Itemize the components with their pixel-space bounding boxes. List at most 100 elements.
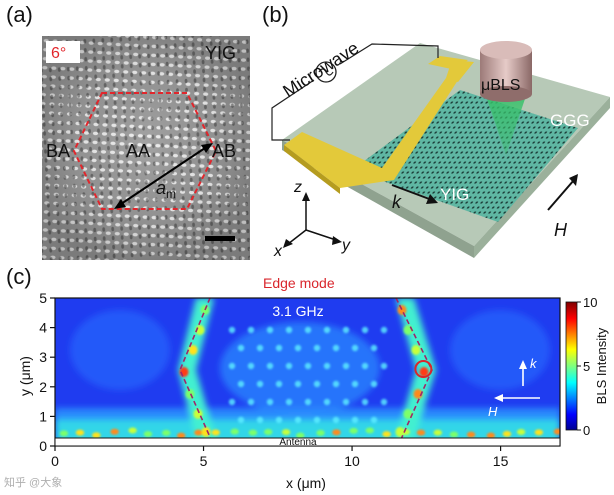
intensity-spot — [266, 326, 274, 334]
scale-bar — [205, 236, 235, 241]
intensity-spot — [247, 362, 255, 370]
intensity-spot — [332, 344, 340, 352]
intensity-spot — [323, 326, 331, 334]
y-tick-label: 5 — [39, 290, 47, 306]
intensity-spot — [228, 398, 236, 406]
intensity-spot — [419, 367, 429, 377]
colorbar-tick-label: 0 — [583, 423, 590, 438]
intensity-spot — [370, 344, 378, 352]
intensity-spot — [351, 344, 359, 352]
intensity-spot — [275, 344, 283, 352]
twist-angle: 6° — [51, 45, 66, 62]
panel-b-label: (b) — [262, 2, 289, 27]
intensity-spot — [313, 380, 321, 388]
y-axis-label: y (μm) — [17, 356, 33, 396]
intensity-spot — [313, 344, 321, 352]
yig-film — [352, 90, 578, 222]
intensity-spot — [194, 429, 203, 436]
x-tick-label: 0 — [51, 453, 59, 469]
y-tick-label: 4 — [39, 320, 47, 336]
intensity-spot — [248, 429, 258, 436]
moire-micrograph: 6° YIG BA AA AB am — [42, 36, 250, 260]
intensity-spot — [177, 432, 186, 439]
intensity-spot — [228, 362, 236, 370]
intensity-spot — [380, 326, 388, 334]
intensity-spot — [332, 380, 340, 388]
intensity-spot — [361, 326, 369, 334]
intensity-spot — [433, 429, 443, 436]
intensity-spot — [188, 345, 198, 355]
intensity-spot — [195, 325, 205, 335]
material-label-yig: YIG — [205, 43, 236, 63]
intensity-spot — [342, 398, 350, 406]
colorbar-tick-label: 5 — [583, 359, 590, 374]
intensity-spot — [361, 362, 369, 370]
intensity-spot — [382, 431, 391, 438]
intensity-spot — [75, 429, 85, 436]
probe-label: μBLS — [481, 77, 520, 94]
intensity-spot — [230, 428, 239, 435]
intensity-spot — [256, 416, 264, 424]
intensity-spot — [486, 432, 496, 439]
intensity-spot — [201, 427, 211, 437]
intensity-spot — [361, 398, 369, 406]
intensity-spot — [304, 398, 312, 406]
substrate-label: GGG — [550, 111, 590, 130]
x-tick-label: 5 — [200, 453, 208, 469]
intensity-spot — [263, 428, 273, 435]
intensity-spot — [313, 416, 321, 424]
antenna-label: Antenna — [279, 437, 317, 448]
intensity-spot — [395, 427, 405, 437]
axis-z: z — [293, 179, 302, 196]
intensity-spot — [332, 416, 340, 424]
intensity-spot — [370, 380, 378, 388]
intensity-spot — [296, 432, 305, 439]
region-aa: AA — [126, 141, 150, 161]
intensity-spot — [449, 431, 459, 438]
intensity-spot — [256, 380, 264, 388]
field-h: H — [554, 220, 568, 240]
intensity-spot — [237, 416, 245, 424]
intensity-spot — [143, 431, 153, 438]
intensity-spot — [247, 398, 255, 406]
intensity-spot — [304, 362, 312, 370]
intensity-spot — [294, 416, 302, 424]
intensity-spot — [285, 326, 293, 334]
wavevector-k: k — [392, 192, 402, 212]
intensity-spot — [380, 362, 388, 370]
intensity-spot — [466, 431, 476, 438]
lattice-constant: am — [156, 178, 176, 201]
film-label: YIG — [440, 185, 469, 204]
moire-hexagon — [72, 92, 218, 210]
intensity-spot — [397, 305, 407, 315]
intensity-spot — [211, 429, 220, 436]
intensity-spot — [411, 345, 421, 355]
region-ba: BA — [46, 141, 70, 161]
intensity-spot — [275, 416, 283, 424]
intensity-spot — [162, 429, 171, 436]
panel-c-label: (c) — [6, 264, 32, 289]
intensity-spot — [316, 429, 325, 436]
intensity-spot — [323, 362, 331, 370]
edge-line-left — [179, 297, 215, 447]
y-tick-label: 2 — [39, 379, 47, 395]
intensity-spot — [516, 428, 526, 435]
edge-mode-marker — [414, 360, 433, 379]
intensity-spot — [380, 398, 388, 406]
intensity-spot — [92, 432, 101, 439]
intensity-spot — [304, 326, 312, 334]
x-axis-label: x (μm) — [286, 475, 326, 491]
intensity-spot — [553, 428, 560, 435]
intensity-spot — [534, 429, 544, 436]
intensity-spot — [237, 344, 245, 352]
colorbar-label: BLS Intensity — [594, 327, 609, 404]
intensity-spot — [403, 409, 413, 419]
y-tick-label: 3 — [39, 349, 47, 365]
edge-mode-title: Edge mode — [263, 275, 335, 291]
intensity-spot — [294, 344, 302, 352]
bls-heatmap-chart: Antenna 3.1 GHz k H 0 5 10 15 0 1 2 3 4 5 y (μm)… — [4, 290, 609, 491]
intensity-spot — [281, 429, 291, 436]
intensity-spot — [266, 398, 274, 406]
intensity-spot — [351, 416, 359, 424]
intensity-spot — [342, 326, 350, 334]
